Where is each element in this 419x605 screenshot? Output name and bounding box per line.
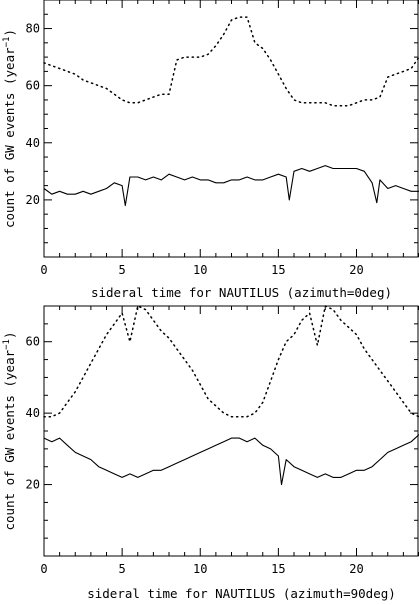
y-tick-label: 40 — [26, 136, 40, 150]
x-tick-label: 0 — [40, 263, 47, 277]
y-tick-label: 60 — [26, 335, 40, 349]
y-tick-label: 80 — [26, 22, 40, 36]
y-tick-label: 60 — [26, 79, 40, 93]
series-line-solid — [43, 434, 419, 486]
y-tick-label: 20 — [26, 478, 40, 492]
y-axis-title: count of GW events (year−1) — [2, 332, 17, 531]
y-axis-title: count of GW events (year−1) — [2, 29, 17, 228]
x-tick-label: 0 — [40, 562, 47, 576]
y-tick-label: 20 — [26, 193, 40, 207]
series-line-dotted — [43, 305, 419, 418]
x-axis-title: sideral time for NAUTILUS (azimuth=0deg) — [91, 285, 392, 300]
plot-frame — [43, 0, 419, 258]
series-line-solid — [43, 165, 419, 207]
chart-panel-2: 0 5 10 15 20 20 40 60 sideral time for NAUTILUS … — [2, 305, 419, 601]
x-axis-title: sideral time for NAUTILUS (azimuth=90deg… — [87, 586, 396, 601]
y-tick-label: 40 — [26, 406, 40, 420]
x-tick-label: 15 — [271, 562, 285, 576]
x-tick-label: 5 — [119, 562, 126, 576]
series-line-dotted — [43, 16, 419, 107]
x-tick-label: 20 — [349, 562, 363, 576]
chart-panel-1: 0 5 10 15 20 20 40 60 80 sideral time for NAUTILU… — [2, 0, 419, 300]
x-tick-label: 15 — [271, 263, 285, 277]
x-tick-label: 10 — [193, 562, 207, 576]
x-tick-label: 5 — [119, 263, 126, 277]
x-tick-label: 20 — [349, 263, 363, 277]
x-tick-label: 10 — [193, 263, 207, 277]
